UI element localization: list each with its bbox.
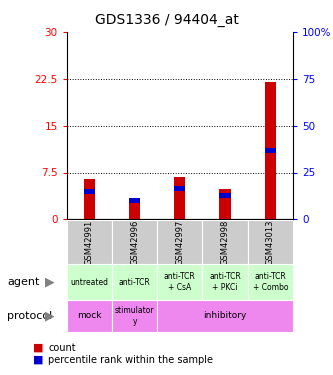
Bar: [129, 200, 140, 219]
Bar: [67, 264, 112, 300]
Text: anti-TCR
+ PKCi: anti-TCR + PKCi: [209, 273, 241, 292]
Bar: [67, 300, 112, 332]
Bar: [157, 220, 202, 264]
Text: GSM43013: GSM43013: [266, 219, 275, 265]
Text: inhibitory: inhibitory: [203, 311, 247, 320]
Text: count: count: [48, 343, 76, 353]
Text: GSM42997: GSM42997: [175, 220, 184, 265]
Bar: [112, 220, 157, 264]
Text: stimulator
y: stimulator y: [115, 306, 154, 326]
Bar: [112, 264, 157, 300]
Text: GDS1336 / 94404_at: GDS1336 / 94404_at: [95, 13, 238, 27]
Text: GSM42991: GSM42991: [85, 220, 94, 265]
Bar: [157, 300, 293, 332]
Text: ■: ■: [33, 343, 44, 353]
Bar: [265, 82, 276, 219]
Text: GSM42996: GSM42996: [130, 220, 139, 265]
Text: anti-TCR: anti-TCR: [119, 278, 151, 286]
Text: GSM42998: GSM42998: [220, 220, 230, 265]
Bar: [202, 220, 248, 264]
Text: percentile rank within the sample: percentile rank within the sample: [48, 355, 213, 365]
Text: ■: ■: [33, 355, 44, 365]
Text: protocol: protocol: [7, 311, 53, 321]
Text: ▶: ▶: [45, 309, 55, 322]
Bar: [174, 186, 185, 190]
Bar: [84, 179, 95, 219]
Text: mock: mock: [77, 311, 102, 320]
Bar: [248, 264, 293, 300]
Text: anti-TCR
+ Combo: anti-TCR + Combo: [253, 273, 288, 292]
Bar: [129, 198, 140, 203]
Bar: [219, 193, 231, 198]
Text: agent: agent: [7, 277, 40, 287]
Bar: [265, 148, 276, 153]
Bar: [157, 264, 202, 300]
Text: untreated: untreated: [70, 278, 108, 286]
Bar: [248, 220, 293, 264]
Text: anti-TCR
+ CsA: anti-TCR + CsA: [164, 273, 196, 292]
Bar: [84, 189, 95, 194]
Bar: [219, 189, 231, 219]
Bar: [67, 220, 112, 264]
Bar: [202, 264, 248, 300]
Bar: [174, 177, 185, 219]
Text: ▶: ▶: [45, 276, 55, 288]
Bar: [112, 300, 157, 332]
